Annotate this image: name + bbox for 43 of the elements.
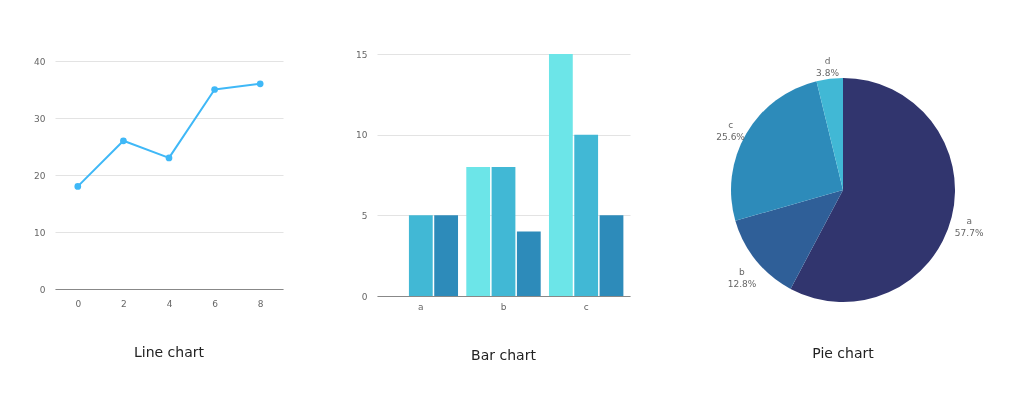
y-tick-label: 30 — [34, 113, 46, 124]
y-tick-label: 5 — [361, 210, 368, 221]
bar — [574, 134, 599, 296]
point — [165, 154, 173, 162]
bar — [491, 166, 516, 296]
data-label: 3.8% — [816, 67, 840, 78]
x-tick-label: c — [583, 301, 589, 312]
bar — [434, 215, 459, 296]
y-tick-label: 10 — [356, 130, 368, 141]
x-tick-label: 8 — [257, 298, 264, 309]
x-tick-label: 4 — [166, 298, 173, 309]
pie-slice — [790, 78, 955, 302]
bar — [466, 166, 491, 296]
bar — [408, 215, 433, 296]
x-tick-label: a — [418, 301, 424, 312]
point — [74, 183, 82, 190]
x-tick-label: b — [500, 301, 507, 312]
point — [256, 80, 264, 88]
y-tick-label: 20 — [34, 170, 46, 181]
x-tick-label: 2 — [121, 298, 127, 309]
text: Bar chart — [471, 347, 537, 363]
text: Line chart — [133, 344, 205, 360]
slice-label: d — [824, 55, 831, 66]
y-tick-label: 10 — [34, 227, 46, 238]
text: Pie chart — [812, 345, 875, 361]
pie-slice — [816, 78, 843, 190]
y-tick-label: 15 — [356, 49, 368, 60]
slice-label: a — [966, 216, 972, 227]
y-tick-label: 0 — [361, 291, 368, 302]
point — [211, 86, 218, 93]
data-label: 57.7% — [954, 228, 984, 239]
bar — [599, 215, 624, 296]
slice-label: c — [728, 119, 734, 130]
bar — [548, 54, 573, 296]
data-label: 25.6% — [716, 131, 746, 142]
bar — [516, 231, 541, 296]
data-label: 12.8% — [727, 278, 757, 289]
y-tick-label: 0 — [39, 284, 46, 295]
x-tick-label: 0 — [75, 298, 82, 309]
x-tick-label: 6 — [212, 298, 219, 309]
point — [120, 137, 127, 145]
y-tick-label: 40 — [34, 56, 46, 67]
slice-label: b — [739, 266, 746, 277]
